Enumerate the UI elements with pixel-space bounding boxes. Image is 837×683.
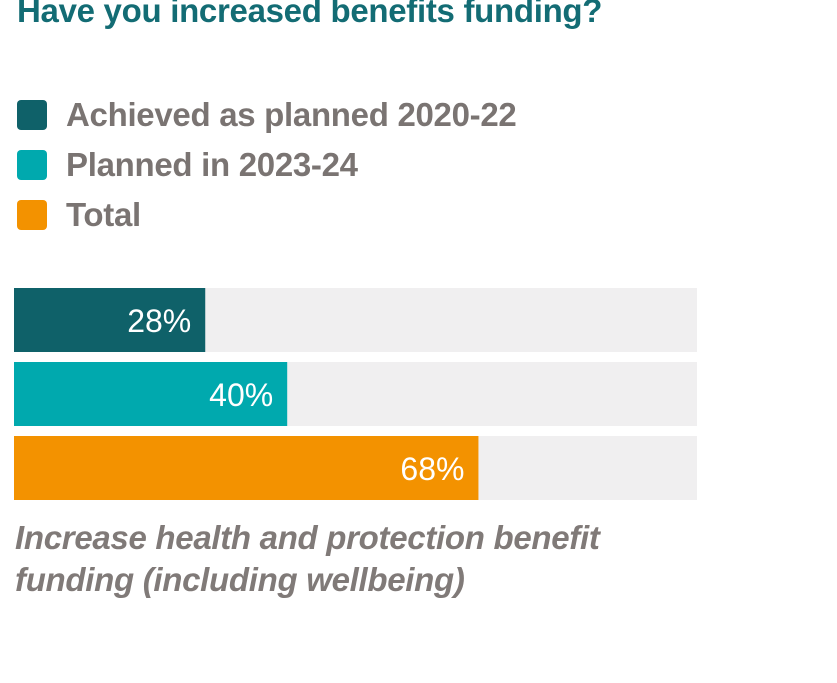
legend-label: Total bbox=[66, 196, 141, 233]
legend-label: Achieved as planned 2020-22 bbox=[66, 96, 517, 133]
legend-label: Planned in 2023-24 bbox=[66, 146, 358, 183]
legend-swatch-icon bbox=[17, 100, 47, 130]
legend-swatch-icon bbox=[17, 200, 47, 230]
legend-item-planned: Planned in 2023-24 bbox=[17, 146, 358, 183]
bar-value-label: 28% bbox=[127, 303, 191, 339]
bar-value-label: 40% bbox=[209, 377, 273, 413]
chart-caption: Increase health and protection benefit f… bbox=[15, 519, 600, 598]
legend-item-total: Total bbox=[17, 196, 141, 233]
chart-title: Have you increased benefits funding? bbox=[17, 0, 603, 29]
legend-swatch-icon bbox=[17, 150, 47, 180]
bar bbox=[14, 362, 288, 426]
bar-value-label: 68% bbox=[400, 451, 464, 487]
bar bbox=[14, 436, 479, 500]
bar bbox=[14, 288, 206, 352]
legend-item-achieved: Achieved as planned 2020-22 bbox=[17, 96, 517, 133]
